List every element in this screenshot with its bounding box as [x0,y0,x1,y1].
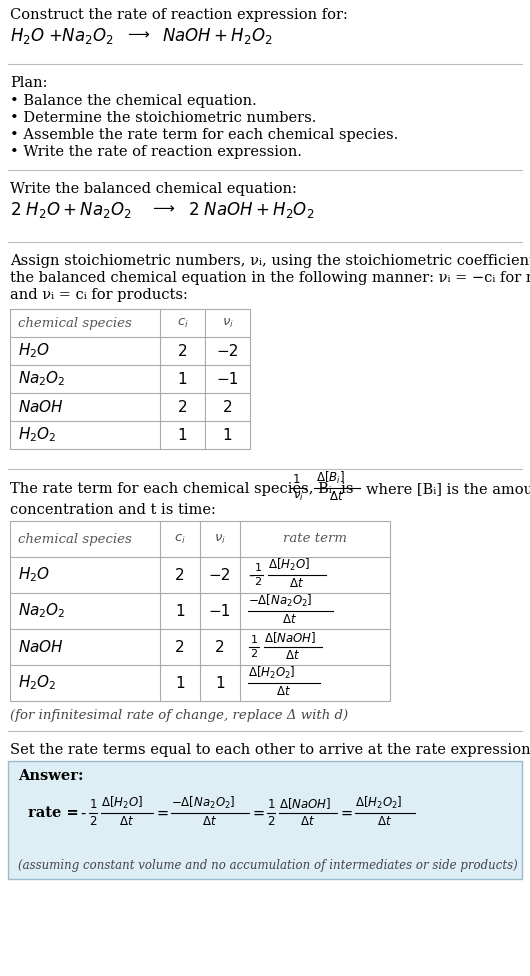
Text: $\Delta t$: $\Delta t$ [277,685,292,698]
Text: 1: 1 [292,473,300,486]
Text: -: - [80,805,85,821]
Text: $\Delta[H_2O]$: $\Delta[H_2O]$ [101,794,143,811]
Text: $H_2O$: $H_2O$ [18,566,50,585]
Text: $\nu_i$: $\nu_i$ [293,490,303,503]
Text: $\longrightarrow$: $\longrightarrow$ [125,26,151,41]
Text: -: - [248,567,253,583]
Text: 1: 1 [223,427,232,442]
Text: =: = [341,805,353,821]
Text: 1: 1 [178,372,187,386]
Text: −1: −1 [216,372,238,386]
Text: 2: 2 [254,577,262,587]
Text: $\Delta t$: $\Delta t$ [330,490,345,503]
Text: 1: 1 [175,603,185,619]
Text: 1: 1 [89,798,97,811]
Text: 2: 2 [178,399,187,415]
Text: 2: 2 [175,639,185,655]
Text: 2: 2 [178,344,187,358]
Text: 1: 1 [215,675,225,690]
Text: $\nu_i$: $\nu_i$ [222,316,234,330]
Text: • Assemble the rate term for each chemical species.: • Assemble the rate term for each chemic… [10,128,398,142]
Text: $\Delta[H_2O_2]$: $\Delta[H_2O_2]$ [355,794,402,811]
Text: 2: 2 [215,639,225,655]
Text: Construct the rate of reaction expression for:: Construct the rate of reaction expressio… [10,8,348,22]
Bar [10,309,250,449]
Text: $H_2O_2$: $H_2O_2$ [18,673,56,692]
Text: 2: 2 [89,815,97,828]
Text: the balanced chemical equation in the following manner: νᵢ = −cᵢ for reactants: the balanced chemical equation in the fo… [10,271,530,285]
Text: $-\Delta[Na_2O_2]$: $-\Delta[Na_2O_2]$ [171,794,235,811]
Text: $\Delta[B_i]$: $\Delta[B_i]$ [316,469,345,486]
Text: • Balance the chemical equation.: • Balance the chemical equation. [10,94,257,108]
Text: 2: 2 [251,649,258,659]
Text: Set the rate terms equal to each other to arrive at the rate expression:: Set the rate terms equal to each other t… [10,743,530,757]
Text: 1: 1 [251,635,258,645]
Text: Plan:: Plan: [10,76,48,90]
Text: 1: 1 [178,427,187,442]
Text: $\Delta t$: $\Delta t$ [301,815,315,828]
Text: 2: 2 [223,399,232,415]
Text: $c_i$: $c_i$ [174,533,186,546]
Text: 1: 1 [254,563,261,573]
Text: concentration and t is time:: concentration and t is time: [10,503,216,517]
Text: −2: −2 [209,567,231,583]
Text: $\Delta t$: $\Delta t$ [202,815,217,828]
Text: • Determine the stoichiometric numbers.: • Determine the stoichiometric numbers. [10,111,316,125]
Text: rate term: rate term [283,533,347,546]
Text: $H_2O$: $H_2O$ [10,26,45,46]
Text: $\nu_i$: $\nu_i$ [214,533,226,546]
Text: $c_i$: $c_i$ [176,316,188,330]
Text: where [Bᵢ] is the amount: where [Bᵢ] is the amount [366,482,530,496]
Bar [10,521,390,701]
Text: • Write the rate of reaction expression.: • Write the rate of reaction expression. [10,145,302,159]
Text: Answer:: Answer: [18,769,84,783]
Text: $NaOH$: $NaOH$ [18,399,64,415]
Text: $\Delta t$: $\Delta t$ [289,577,305,590]
Text: $Na_2O_2$: $Na_2O_2$ [18,370,66,388]
Text: $\Delta t$: $\Delta t$ [119,815,135,828]
Text: $\Delta t$: $\Delta t$ [282,613,297,626]
Text: $\Delta[H_2O]$: $\Delta[H_2O]$ [268,557,310,573]
Text: 1: 1 [175,675,185,690]
Text: (for infinitesimal rate of change, replace Δ with d): (for infinitesimal rate of change, repla… [10,709,348,722]
Text: $\Delta[H_2O_2]$: $\Delta[H_2O_2]$ [248,665,296,681]
Text: $2\ H_2O + Na_2O_2$: $2\ H_2O + Na_2O_2$ [10,200,132,220]
Text: $H_2O$: $H_2O$ [18,342,50,360]
Text: and νᵢ = cᵢ for products:: and νᵢ = cᵢ for products: [10,288,188,302]
Text: $2\ NaOH + H_2O_2$: $2\ NaOH + H_2O_2$ [188,200,314,220]
Text: =: = [157,805,169,821]
Text: The rate term for each chemical species, Bᵢ, is: The rate term for each chemical species,… [10,482,354,496]
Text: rate =: rate = [28,806,78,820]
Text: $\Delta[NaOH]$: $\Delta[NaOH]$ [264,630,316,645]
Text: $+ Na_2O_2$: $+ Na_2O_2$ [48,26,114,46]
Text: $-\Delta[Na_2O_2]$: $-\Delta[Na_2O_2]$ [248,592,313,609]
Text: $\longrightarrow$: $\longrightarrow$ [150,200,176,215]
Text: 1: 1 [267,798,275,811]
Text: 2: 2 [267,815,275,828]
Text: $\Delta[NaOH]$: $\Delta[NaOH]$ [279,796,331,811]
Text: Assign stoichiometric numbers, νᵢ, using the stoichiometric coefficients, cᵢ, fr: Assign stoichiometric numbers, νᵢ, using… [10,254,530,268]
Text: 2: 2 [175,567,185,583]
Text: $\Delta t$: $\Delta t$ [286,649,301,662]
FancyBboxPatch shape [8,761,522,879]
Text: −2: −2 [216,344,238,358]
Text: $H_2O_2$: $H_2O_2$ [18,426,56,444]
Text: −1: −1 [209,603,231,619]
Text: $NaOH$: $NaOH$ [18,639,64,655]
Text: chemical species: chemical species [18,316,132,330]
Text: $\Delta t$: $\Delta t$ [377,815,393,828]
Text: $Na_2O_2$: $Na_2O_2$ [18,601,66,621]
Text: (assuming constant volume and no accumulation of intermediates or side products): (assuming constant volume and no accumul… [18,859,518,872]
Text: =: = [253,805,265,821]
Text: $NaOH + H_2O_2$: $NaOH + H_2O_2$ [162,26,272,46]
Text: Write the balanced chemical equation:: Write the balanced chemical equation: [10,182,297,196]
Text: chemical species: chemical species [18,533,132,546]
